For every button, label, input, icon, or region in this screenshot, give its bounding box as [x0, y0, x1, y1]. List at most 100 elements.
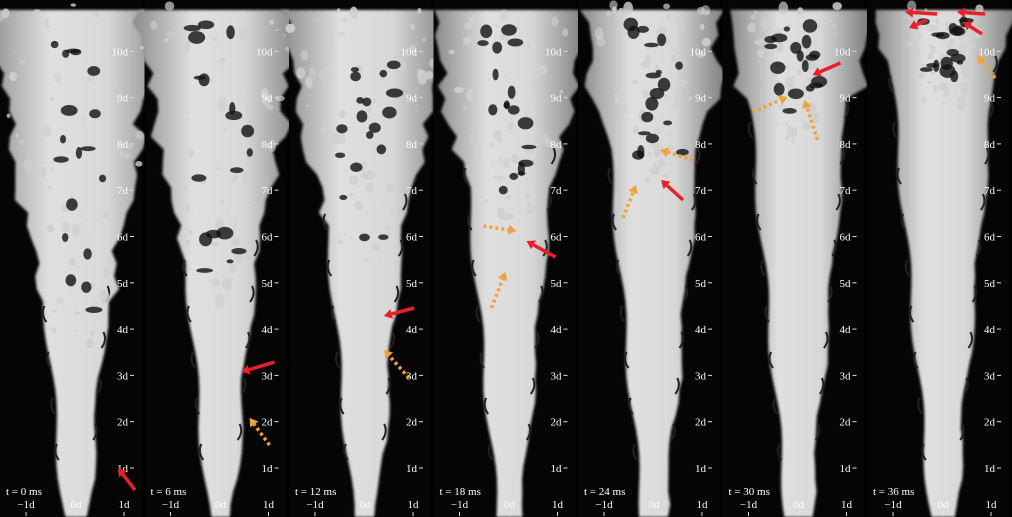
y-tick-label: 3d [117, 370, 129, 382]
droplet [370, 243, 381, 252]
orange-arrow-head [384, 350, 394, 360]
droplet [50, 97, 55, 101]
droplet [211, 241, 219, 248]
dark-pocket [366, 131, 374, 139]
y-tick-label: 8d [117, 139, 129, 151]
droplet [285, 23, 296, 33]
droplet [348, 175, 359, 186]
droplet [606, 10, 612, 17]
vortex-curl [479, 351, 485, 369]
y-tick-label: 1d [117, 463, 129, 475]
dark-pocket [226, 25, 235, 40]
droplet [54, 73, 62, 84]
vortex-curl [904, 259, 911, 277]
y-tick-label: 4d [695, 324, 707, 336]
vortex-curl [538, 285, 544, 303]
droplet [696, 50, 705, 58]
droplet [784, 135, 791, 141]
vortex-curl [100, 331, 107, 349]
droplet [241, 171, 251, 184]
dark-pocket [62, 232, 69, 242]
jet-plume [279, 10, 453, 517]
droplet [921, 96, 927, 104]
y-tick-label: 9d [840, 93, 852, 105]
droplet [85, 338, 94, 348]
dark-pocket [81, 281, 92, 293]
droplet [675, 123, 678, 127]
droplet [511, 153, 519, 164]
dark-pocket [356, 96, 364, 104]
red-arrow [391, 306, 415, 316]
droplet [953, 89, 957, 92]
droplet [972, 44, 977, 49]
droplet [448, 49, 455, 55]
dark-pocket [480, 24, 493, 39]
dark-pocket [773, 82, 785, 96]
droplet [559, 89, 564, 94]
droplet [935, 17, 940, 25]
dark-pocket [359, 233, 370, 242]
droplet [103, 267, 110, 278]
droplet [645, 176, 651, 183]
droplet [126, 144, 134, 150]
x-tick-label: 1d [697, 499, 709, 511]
droplet [667, 163, 670, 167]
droplet [914, 48, 920, 54]
droplet [409, 44, 417, 54]
y-tick-label: 10d [112, 46, 129, 58]
droplet [230, 237, 240, 246]
vortex-curl [967, 331, 974, 349]
dark-pocket [498, 185, 508, 195]
droplet [505, 212, 515, 220]
droplet [927, 80, 931, 85]
vortex-curl [896, 167, 902, 185]
vortex-curl [768, 351, 774, 369]
y-tick-label: 6d [406, 232, 418, 244]
panel-7: 1d 2d 3d 4d 5d 6d 7d 8d 9d 10d t = 36 ms−1d 0d 1d [867, 0, 1012, 517]
dark-pocket [75, 147, 83, 159]
droplet [223, 128, 228, 132]
dark-pocket [645, 96, 659, 111]
droplet [975, 4, 984, 14]
y-tick-label: 8d [840, 139, 852, 151]
droplet [454, 86, 464, 94]
vortex-curl [756, 213, 762, 231]
dark-pocket [385, 88, 404, 98]
dark-pocket [231, 247, 247, 255]
droplet [496, 207, 506, 220]
vortex-curl [529, 377, 536, 395]
droplet [318, 68, 329, 82]
vortex-curl [54, 443, 60, 461]
time-label: t = 18 ms [440, 486, 481, 498]
vortex-curl [992, 55, 998, 73]
vortex-curl [959, 423, 965, 441]
droplet [332, 53, 336, 58]
y-tick-label: 3d [840, 370, 852, 382]
dark-pocket [518, 159, 534, 167]
droplet [422, 37, 426, 42]
droplet [93, 235, 97, 238]
red-arrow [819, 61, 842, 74]
droplet [42, 125, 52, 137]
panel-5: 1d 2d 3d 4d 5d 6d 7d 8d 9d 10d t = 24 ms−1d 0d 1d [578, 0, 727, 517]
droplet [596, 36, 606, 47]
droplet [760, 19, 770, 30]
droplet [659, 26, 667, 34]
vortex-curl [980, 193, 986, 211]
droplet [675, 16, 684, 24]
x-tick-label: −1d [595, 499, 613, 511]
y-tick-label: 4d [406, 324, 418, 336]
droplet [235, 254, 244, 264]
dark-pocket [787, 88, 804, 100]
x-tick-label: −1d [740, 499, 758, 511]
droplet [647, 151, 652, 156]
dark-pocket [188, 31, 206, 44]
dark-pocket [492, 68, 499, 81]
droplet [260, 59, 263, 62]
droplet [826, 18, 834, 24]
y-tick-label: 2d [262, 417, 274, 429]
vortex-curl [487, 443, 494, 461]
droplet [337, 239, 344, 245]
droplet [493, 130, 502, 142]
vortex-curl [92, 423, 98, 441]
